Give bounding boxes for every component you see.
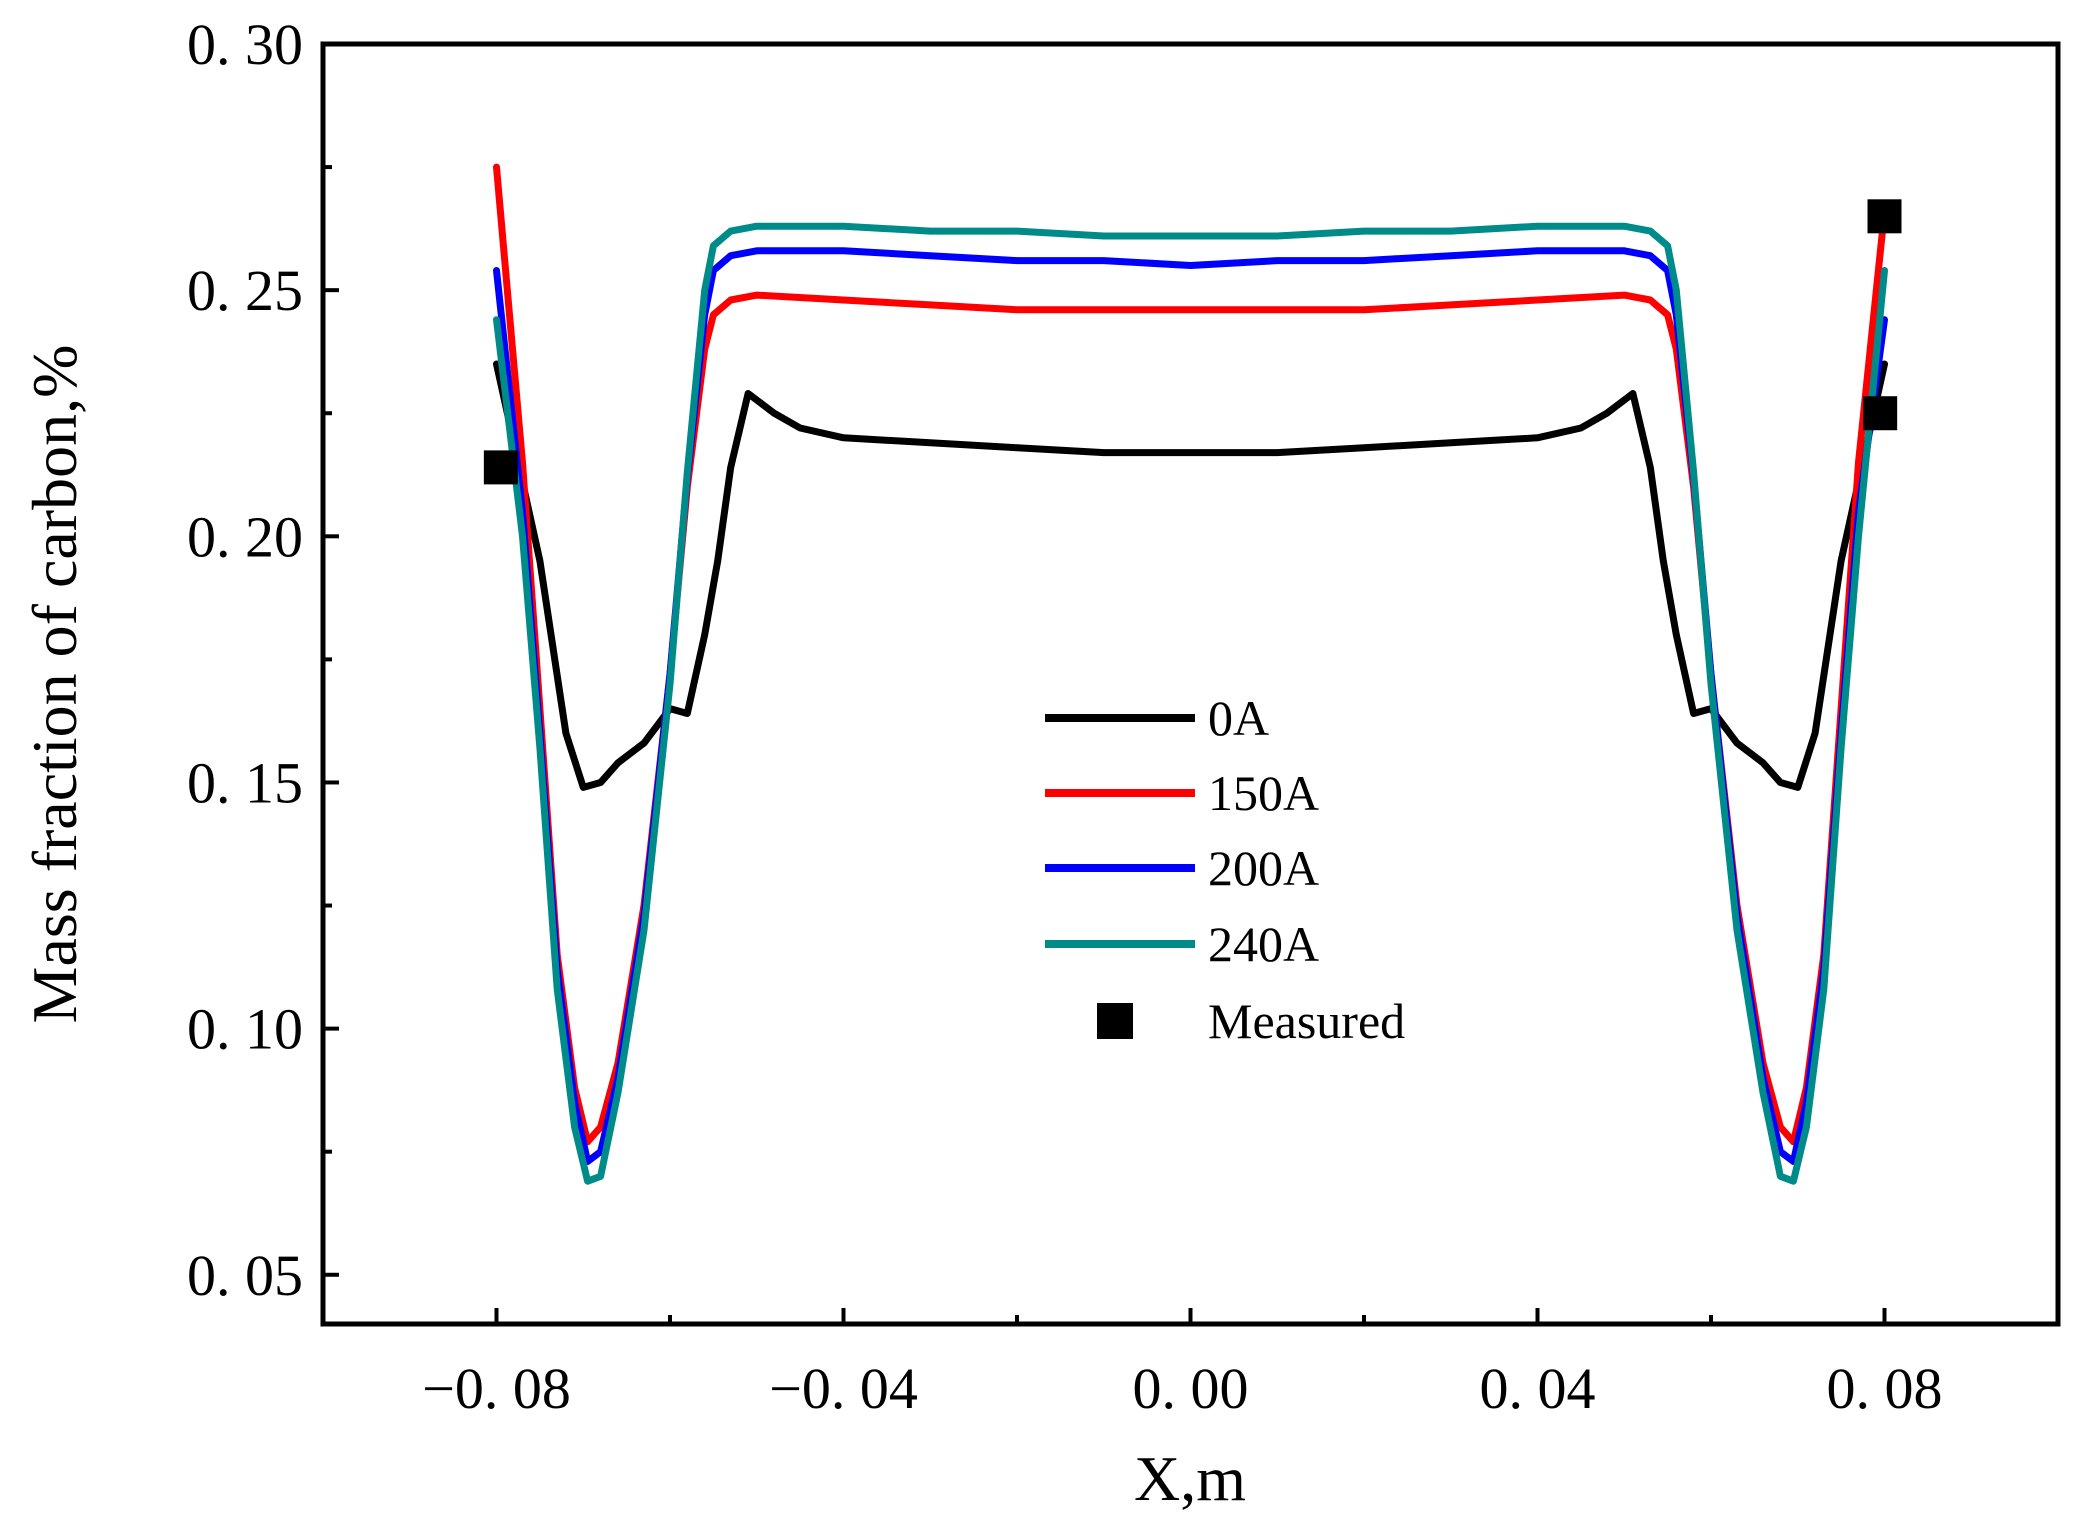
y-axis-title: Mass fraction of carbon,% — [19, 345, 90, 1024]
legend-label-150A: 150A — [1208, 765, 1319, 821]
legend-label-0A: 0A — [1208, 690, 1269, 746]
legend-label-240A: 240A — [1208, 916, 1319, 972]
series-line-0A — [493, 360, 1888, 791]
y-tick-label: 0. 20 — [187, 504, 303, 569]
y-tick-label: 0. 25 — [187, 258, 303, 323]
x-tick-label: −0. 08 — [422, 1356, 571, 1421]
series-lines — [493, 163, 1888, 1185]
y-tick-label: 0. 15 — [187, 750, 303, 815]
x-tick-label: 0. 00 — [1133, 1356, 1249, 1421]
series-line-200A — [493, 247, 1888, 1165]
measured-point — [1863, 396, 1898, 431]
measured-points — [483, 199, 1902, 485]
series-line-240A — [493, 222, 1888, 1185]
y-tick-label: 0. 10 — [187, 997, 303, 1062]
legend: 0A 150A 200A 240A Measured — [1045, 690, 1405, 1049]
x-axis-ticks: −0. 08 −0. 04 0. 00 0. 04 0. 08 — [422, 1308, 1943, 1421]
measured-point — [1867, 199, 1902, 234]
measured-point — [483, 450, 518, 485]
x-tick-label: 0. 04 — [1480, 1356, 1596, 1421]
x-tick-label: 0. 08 — [1827, 1356, 1943, 1421]
legend-label-measured: Measured — [1208, 993, 1405, 1049]
x-axis-title: X,m — [1134, 1443, 1246, 1514]
series-line-150A — [493, 163, 1888, 1146]
legend-label-200A: 200A — [1208, 840, 1319, 896]
legend-marker-measured — [1097, 1003, 1133, 1039]
y-axis-ticks: 0. 05 0. 10 0. 15 0. 20 0. 25 0. 30 — [187, 12, 339, 1308]
y-tick-label: 0. 05 — [187, 1243, 303, 1308]
y-tick-label: 0. 30 — [187, 12, 303, 77]
x-tick-label: −0. 04 — [769, 1356, 918, 1421]
